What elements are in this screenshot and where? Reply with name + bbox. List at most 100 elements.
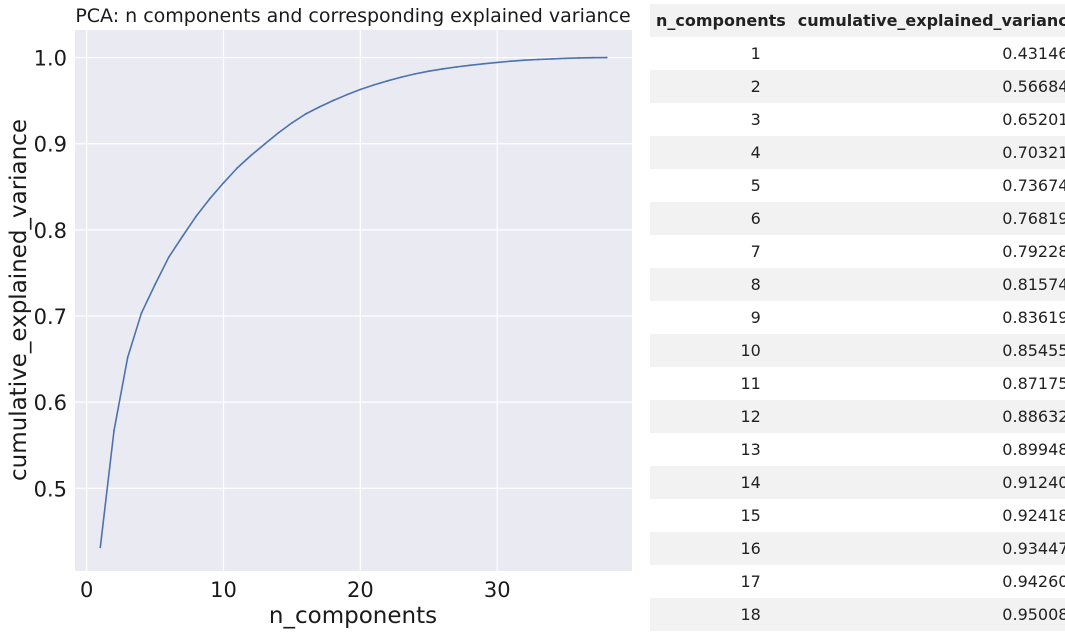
n-components-cell: 7	[750, 242, 761, 261]
table-row: 60.768192	[650, 202, 1065, 235]
variance-cell: 0.736744	[1002, 176, 1065, 195]
data-point	[605, 56, 608, 59]
table-header-row: n_components cumulative_explained_varian…	[650, 4, 1065, 37]
data-point	[509, 60, 512, 63]
y-tick-label: 0.6	[34, 391, 67, 415]
n-components-cell: 12	[650, 400, 792, 433]
n-components-cell: 8	[650, 268, 792, 301]
data-point	[551, 57, 553, 60]
data-point	[414, 73, 416, 75]
column-header: n_components	[650, 4, 792, 37]
data-point	[345, 93, 348, 96]
data-point	[140, 312, 143, 315]
x-tick-label: 10	[210, 578, 237, 602]
data-point	[537, 58, 540, 61]
variance-cell: 0.912402	[791, 466, 1065, 499]
table-row: 120.886323	[650, 400, 1065, 433]
data-point	[318, 106, 321, 108]
data-point	[578, 57, 581, 59]
n-components-cell: 10	[650, 334, 792, 367]
table-row: 160.934472	[650, 532, 1065, 565]
table-row: 17 0.942607	[650, 565, 1065, 598]
data-point	[113, 429, 115, 432]
n-components-cell: 1	[750, 44, 761, 63]
table-row: 140.912402	[650, 466, 1065, 499]
variance-cell: 0.768192	[791, 202, 1065, 235]
data-point	[482, 62, 485, 65]
n-components-cell: 4	[650, 136, 792, 169]
n-components-cell: 17	[740, 572, 761, 591]
variance-cell: 0.942607	[1002, 572, 1065, 591]
gridlines	[75, 30, 632, 571]
data-point	[496, 61, 499, 64]
table-row: 100.854557	[650, 334, 1065, 367]
data-point	[592, 56, 594, 59]
y-tick-label: 0.8	[34, 219, 67, 243]
data-point	[400, 76, 403, 79]
pca-chart: PCA: n components and corresponding expl…	[6, 5, 632, 629]
variance-cell: 0.431460	[1002, 44, 1065, 63]
table-row: 3 0.652013	[650, 103, 1065, 136]
table-row: 13 0.899480	[650, 433, 1065, 466]
n-components-cell: 14	[650, 466, 792, 499]
n-components-cell: 11	[740, 374, 761, 393]
variance-table-container: n_components cumulative_explained_varian…	[650, 4, 1065, 631]
variance-cell: 0.899480	[1002, 440, 1065, 459]
n-components-cell: 18	[650, 598, 792, 631]
data-point	[564, 57, 567, 60]
n-components-cell: 15	[740, 506, 761, 525]
x-axis-label: n_components	[269, 603, 437, 629]
data-point	[468, 64, 471, 67]
x-tick-label: 30	[484, 578, 511, 602]
table-row: 9 0.836194	[650, 301, 1065, 334]
chart-title: PCA: n components and corresponding expl…	[75, 5, 630, 27]
data-point	[277, 132, 280, 134]
y-tick-label: 0.7	[34, 305, 67, 329]
data-point	[332, 99, 334, 102]
data-point	[373, 83, 375, 86]
variance-cell: 0.871753	[1002, 374, 1065, 393]
data-point	[386, 79, 389, 82]
table-row: 15 0.924180	[650, 499, 1065, 532]
plot-area	[75, 30, 632, 571]
data-point	[154, 283, 156, 286]
variance-table: n_components cumulative_explained_varian…	[650, 4, 1065, 631]
variance-cell: 0.924180	[1002, 506, 1065, 525]
data-point	[167, 256, 170, 259]
data-point	[99, 546, 102, 549]
series-layer	[99, 56, 608, 549]
data-point	[441, 68, 444, 70]
n-components-cell: 16	[650, 532, 792, 565]
table-row: 7 0.792280	[650, 235, 1065, 268]
y-tick-labels: 0.5 0.6 0.7 0.8 0.9 1.0	[34, 47, 67, 502]
data-point	[359, 88, 362, 91]
table-row: 5 0.736744	[650, 169, 1065, 202]
data-point	[236, 167, 239, 169]
data-point	[523, 59, 526, 62]
table-row: 40.703216	[650, 136, 1065, 169]
x-tick-label: 20	[347, 578, 374, 602]
data-point	[222, 181, 225, 184]
data-point	[304, 113, 307, 115]
data-point	[208, 197, 211, 200]
y-tick-label: 1.0	[34, 47, 67, 71]
variance-cell: 0.934472	[791, 532, 1065, 565]
data-point	[263, 143, 266, 146]
y-tick-label: 0.5	[34, 477, 67, 501]
data-point	[181, 235, 184, 238]
variance-cell: 0.854557	[791, 334, 1065, 367]
data-point	[291, 121, 293, 124]
table-row: 11 0.871753	[650, 367, 1065, 400]
n-components-cell: 13	[740, 440, 761, 459]
y-tick-label: 0.9	[34, 133, 67, 157]
n-components-cell: 9	[750, 308, 761, 327]
variance-cell: 0.836194	[1002, 308, 1065, 327]
x-tick-labels: 0 10 20 30	[80, 578, 511, 602]
variance-cell: 0.652013	[1002, 110, 1065, 129]
n-components-cell: 6	[650, 202, 792, 235]
